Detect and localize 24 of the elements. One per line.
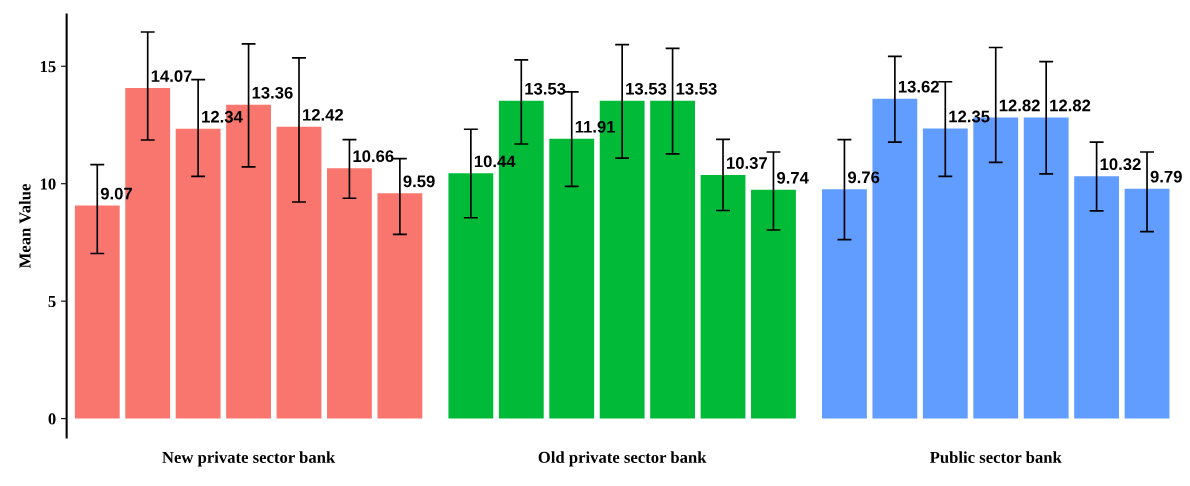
- data-label: 13.62: [898, 80, 939, 93]
- data-label: 9.74: [777, 171, 809, 184]
- data-label: 9.59: [403, 175, 435, 188]
- y-tick-label: 15: [40, 61, 56, 73]
- y-tick-label: 5: [48, 296, 56, 308]
- x-tick-label: New private sector bank: [162, 451, 336, 467]
- data-label: 13.53: [676, 82, 717, 95]
- data-label: 13.36: [252, 86, 293, 99]
- data-label: 12.82: [1050, 99, 1091, 112]
- data-label: 13.53: [626, 82, 667, 95]
- y-tick-label: 10: [40, 178, 56, 190]
- data-label: 10.66: [353, 150, 394, 163]
- x-tick-label: Public sector bank: [929, 451, 1062, 464]
- data-label: 10.37: [727, 157, 767, 169]
- y-tick-label: 0: [48, 413, 56, 425]
- data-label: 12.35: [949, 110, 990, 123]
- data-label: 10.32: [1100, 158, 1141, 171]
- y-axis-title: Mean Value: [18, 184, 31, 269]
- data-label: 14.07: [151, 70, 192, 83]
- data-label: 13.53: [525, 82, 566, 95]
- data-label: 9.79: [1150, 170, 1182, 183]
- data-label: 12.42: [303, 108, 344, 121]
- x-tick-label: Old private sector bank: [538, 451, 707, 467]
- data-label: 12.82: [999, 99, 1040, 112]
